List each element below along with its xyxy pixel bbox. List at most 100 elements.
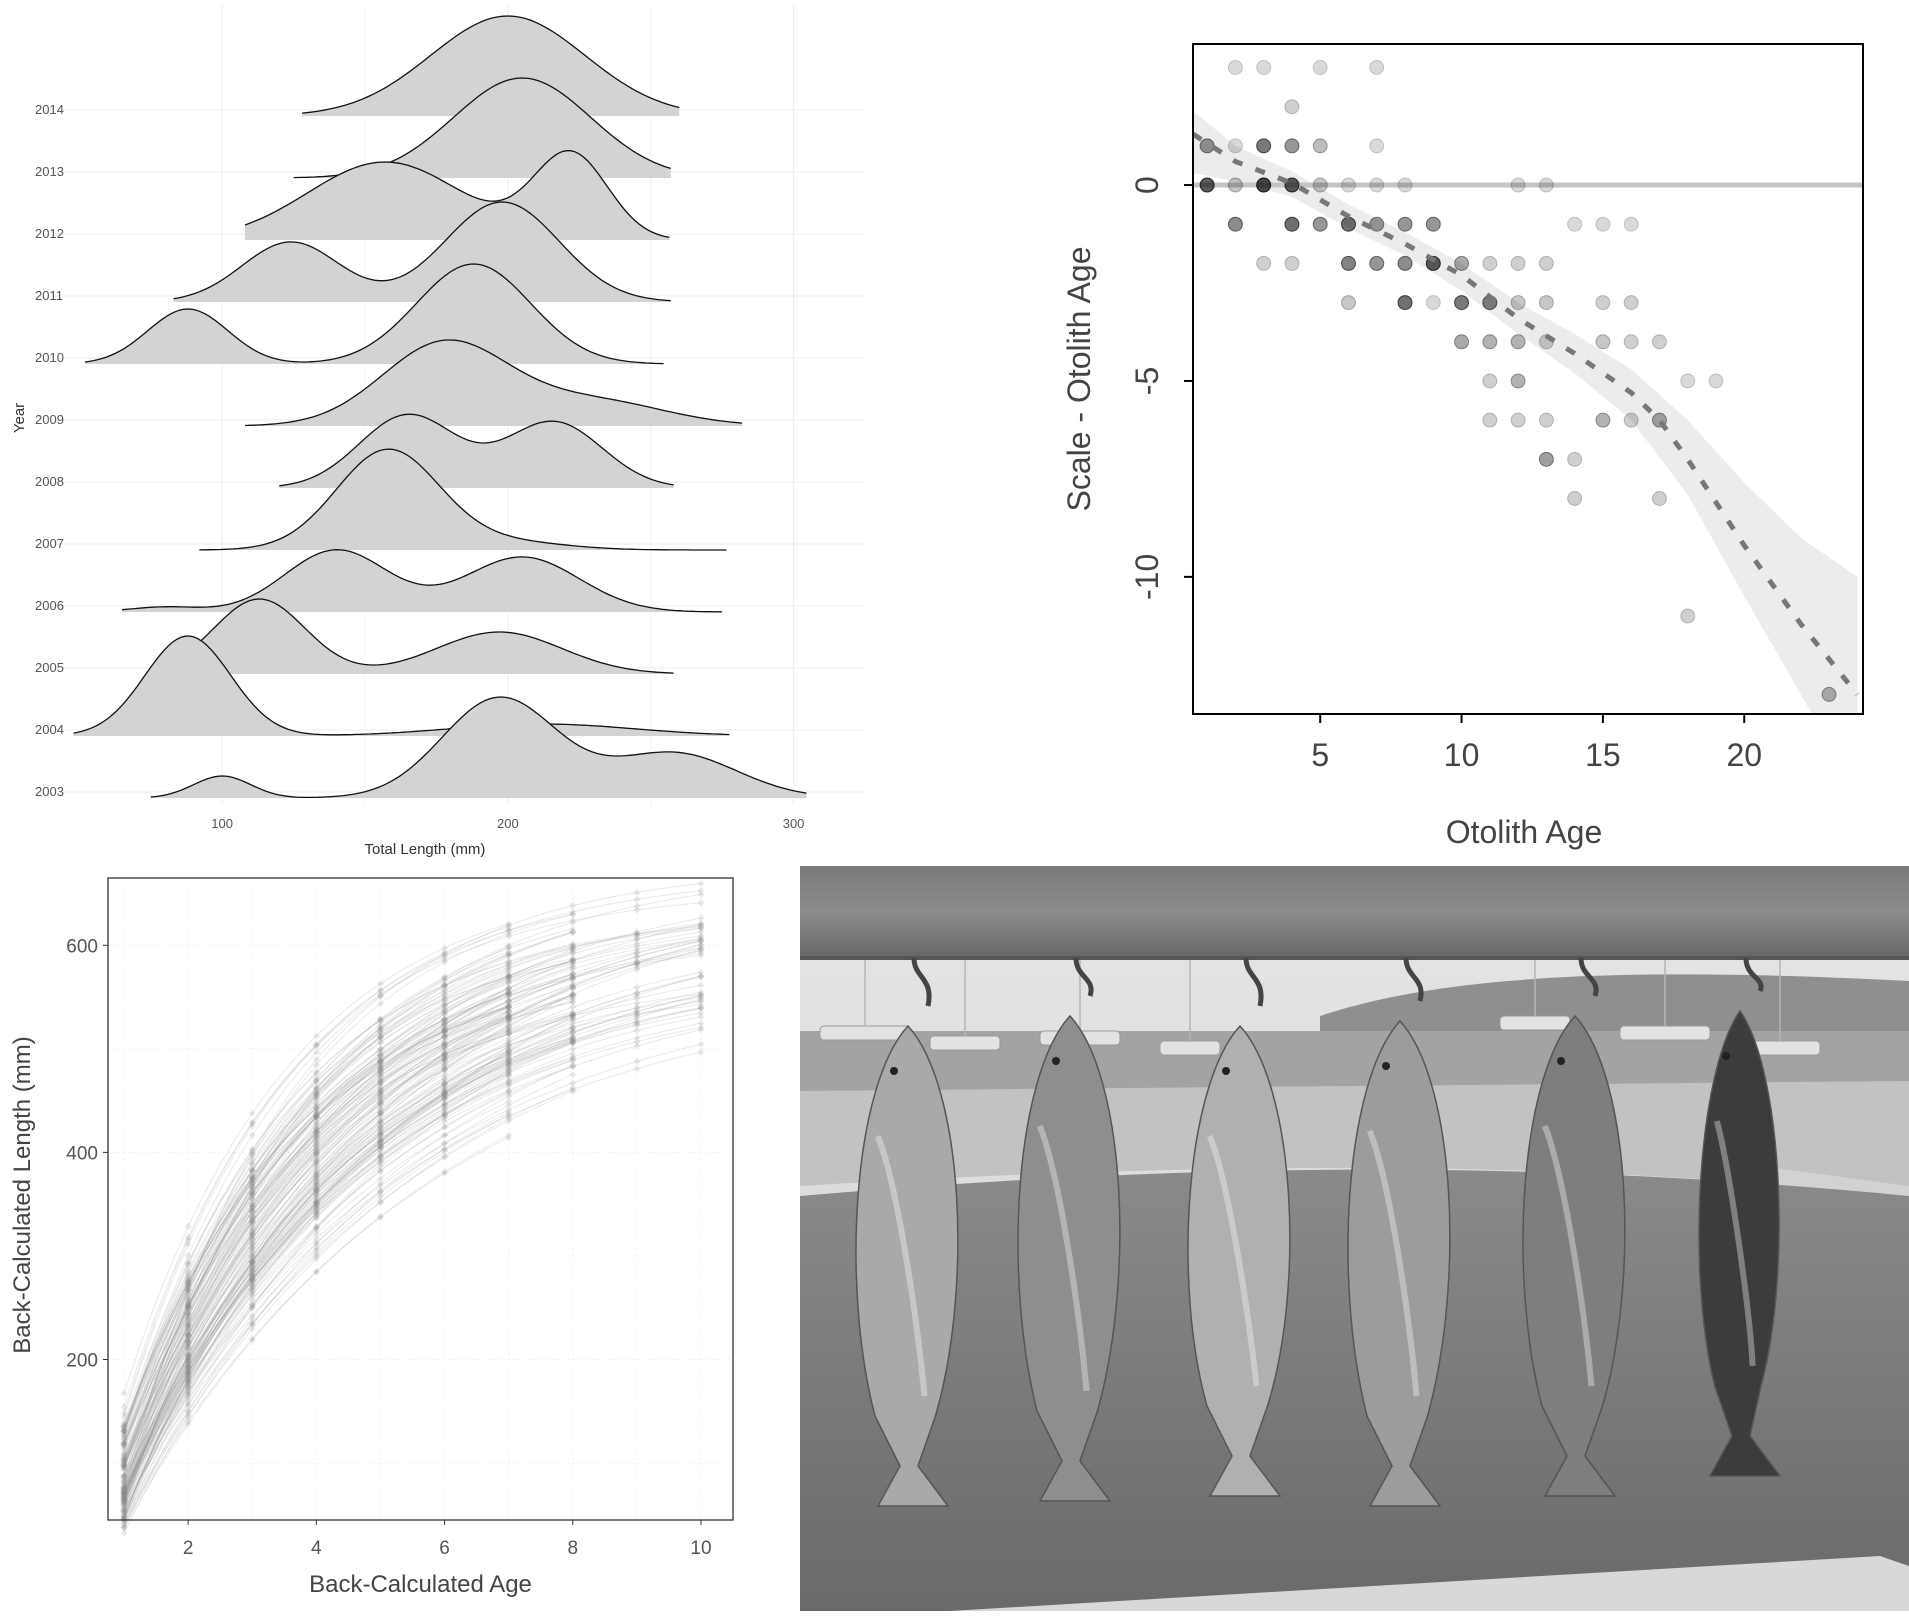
age-marker (441, 958, 449, 966)
growth-curve (123, 1027, 701, 1488)
age-marker (376, 1127, 384, 1135)
age-marker (505, 973, 513, 981)
y-tick-label: 2004 (35, 722, 64, 737)
age-marker (312, 1202, 320, 1210)
marina-boats (819, 926, 1821, 1056)
age-marker (376, 1187, 384, 1195)
density-fill-2010 (85, 264, 664, 364)
age-marker (441, 986, 449, 994)
growth-curve (123, 1090, 509, 1490)
age-marker (312, 1239, 320, 1247)
age-marker (312, 1111, 320, 1119)
age-marker (441, 1038, 449, 1046)
age-marker (505, 950, 513, 958)
growth-curve (123, 1057, 573, 1512)
age-marker (120, 1494, 128, 1502)
growth-curve (123, 1074, 509, 1467)
x-tick-label: 15 (1585, 737, 1621, 773)
age-marker (441, 1029, 449, 1037)
age-marker (120, 1448, 128, 1456)
growth-curve (123, 927, 701, 1502)
age-marker (441, 997, 449, 1005)
age-marker (248, 1305, 256, 1313)
growth-curve (123, 902, 701, 1408)
age-marker (697, 1004, 705, 1012)
age-marker (569, 991, 577, 999)
age-marker (441, 982, 449, 990)
age-marker (120, 1473, 128, 1481)
age-marker (441, 1001, 449, 1009)
age-marker (505, 1003, 513, 1011)
age-marker (633, 906, 641, 914)
age-marker (120, 1507, 128, 1515)
age-marker (697, 920, 705, 928)
age-marker (697, 1004, 705, 1012)
age-marker (505, 1117, 513, 1125)
y-axis-title: Back-Calculated Length (mm) (9, 1036, 36, 1353)
age-marker (441, 1131, 449, 1139)
age-marker (120, 1493, 128, 1501)
age-marker (312, 1089, 320, 1097)
age-marker (505, 1012, 513, 1020)
age-marker (697, 932, 705, 940)
x-tick-label: 100 (211, 816, 233, 831)
growth-curve (123, 1059, 509, 1484)
age-marker (120, 1483, 128, 1491)
data-point (1454, 334, 1470, 350)
age-marker (441, 1106, 449, 1114)
density-fill-2003 (150, 697, 807, 798)
data-point (1256, 177, 1272, 193)
growth-curve (123, 939, 701, 1502)
age-marker (505, 1002, 513, 1011)
age-marker (376, 1198, 384, 1206)
growth-curve (123, 937, 702, 1463)
growth-curve (123, 940, 702, 1505)
growth-curve (123, 965, 573, 1498)
age-marker (120, 1424, 128, 1432)
age-marker (312, 1212, 320, 1220)
meat-hook (1403, 957, 1424, 1002)
age-marker (312, 1186, 320, 1194)
age-marker (569, 1012, 577, 1020)
growth-curve (123, 1043, 702, 1492)
age-marker (248, 1229, 256, 1237)
age-marker (505, 972, 513, 980)
growth-curve (123, 971, 702, 1492)
age-marker (569, 998, 577, 1006)
age-marker (184, 1383, 192, 1391)
data-point (1482, 412, 1498, 428)
fish-lateral-highlight (1206, 1134, 1260, 1387)
age-marker (633, 888, 641, 896)
age-marker (312, 1150, 320, 1158)
age-marker (376, 1089, 384, 1097)
age-marker (376, 1073, 384, 1081)
growth-curve (123, 957, 573, 1453)
age-marker (312, 1076, 320, 1084)
age-marker (505, 1097, 513, 1106)
age-marker (248, 1319, 256, 1327)
age-marker (120, 1403, 128, 1411)
age-marker (505, 1106, 513, 1114)
age-marker (376, 1081, 384, 1089)
data-point (1454, 255, 1470, 271)
growth-curve (123, 1012, 701, 1493)
data-point (1510, 412, 1526, 428)
age-marker (441, 1033, 449, 1041)
density-fill-2012 (245, 150, 670, 240)
age-marker (376, 1141, 384, 1149)
growth-curve (123, 1037, 573, 1497)
age-marker (312, 1152, 320, 1160)
age-marker (120, 1521, 128, 1529)
age-marker (120, 1461, 128, 1470)
data-point (1595, 295, 1611, 311)
age-marker (569, 1036, 577, 1044)
growth-curve (123, 1075, 509, 1519)
age-marker (697, 944, 705, 952)
age-marker (376, 1034, 384, 1042)
age-marker (312, 1191, 320, 1199)
data-point (1567, 451, 1583, 467)
age-marker (441, 990, 449, 998)
age-marker (248, 1231, 256, 1239)
age-marker (376, 1118, 384, 1126)
age-marker (376, 1078, 384, 1086)
